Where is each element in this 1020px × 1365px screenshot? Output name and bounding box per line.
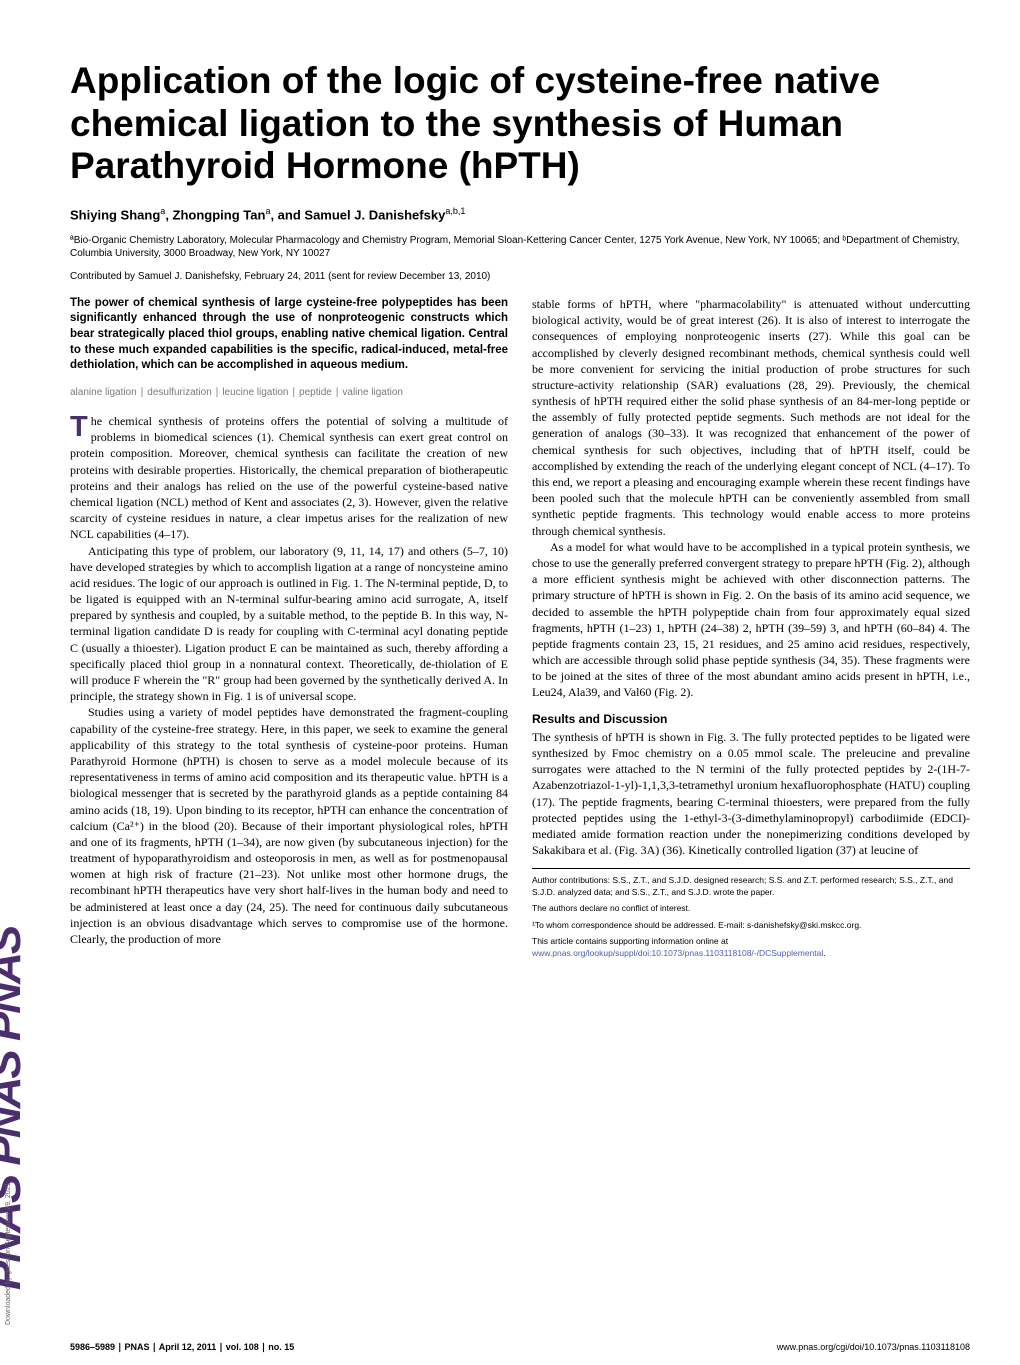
abstract: The power of chemical synthesis of large…	[70, 296, 508, 374]
footnote-supplemental-end: .	[823, 948, 825, 958]
footnote-author-contrib: Author contributions: S.S., Z.T., and S.…	[532, 875, 970, 898]
footnote-correspondence: ¹To whom correspondence should be addres…	[532, 920, 970, 931]
dropcap: T	[70, 413, 91, 440]
body-paragraph-5: As a model for what would have to be acc…	[532, 539, 970, 701]
section-heading-results: Results and Discussion	[532, 711, 970, 727]
keywords: alanine ligation ∣ desulfurization ∣ leu…	[70, 386, 508, 400]
download-note: Downloaded by guest on September 29, 202…	[5, 1183, 12, 1325]
page-footer: 5986–5989 ∣ PNAS ∣ April 12, 2011 ∣ vol.…	[70, 1342, 970, 1353]
p1-text: he chemical synthesis of proteins offers…	[70, 414, 508, 541]
body-paragraph-3: Studies using a variety of model peptide…	[70, 704, 508, 947]
footnote-conflict: The authors declare no conflict of inter…	[532, 903, 970, 914]
footnote-supplemental-text: This article contains supporting informa…	[532, 936, 728, 946]
author-list: Shiying Shanga, Zhongping Tana, and Samu…	[70, 206, 970, 222]
footnotes-block: Author contributions: S.S., Z.T., and S.…	[532, 868, 970, 959]
body-paragraph-2: Anticipating this type of problem, our l…	[70, 543, 508, 705]
footer-left: 5986–5989 ∣ PNAS ∣ April 12, 2011 ∣ vol.…	[70, 1342, 294, 1353]
two-column-body: The power of chemical synthesis of large…	[70, 296, 970, 959]
body-paragraph-4: stable forms of hPTH, where "pharmacolab…	[532, 296, 970, 539]
body-paragraph-1: The chemical synthesis of proteins offer…	[70, 413, 508, 543]
footnote-supplemental: This article contains supporting informa…	[532, 936, 970, 959]
supplemental-link[interactable]: www.pnas.org/lookup/suppl/doi:10.1073/pn…	[532, 948, 823, 958]
article-title: Application of the logic of cysteine-fre…	[70, 60, 970, 188]
affiliations: ªBio-Organic Chemistry Laboratory, Molec…	[70, 234, 970, 261]
sidebar-region: PNAS PNAS PNAS Downloaded by guest on Se…	[0, 0, 60, 1365]
footer-pages: 5986–5989 ∣ PNAS ∣ April 12, 2011 ∣ vol.…	[70, 1342, 294, 1352]
results-paragraph-1: The synthesis of hPTH is shown in Fig. 3…	[532, 729, 970, 859]
footer-right: www.pnas.org/cgi/doi/10.1073/pnas.110311…	[777, 1342, 970, 1353]
contributed-line: Contributed by Samuel J. Danishefsky, Fe…	[70, 271, 970, 282]
main-content: Application of the logic of cysteine-fre…	[70, 60, 970, 1330]
